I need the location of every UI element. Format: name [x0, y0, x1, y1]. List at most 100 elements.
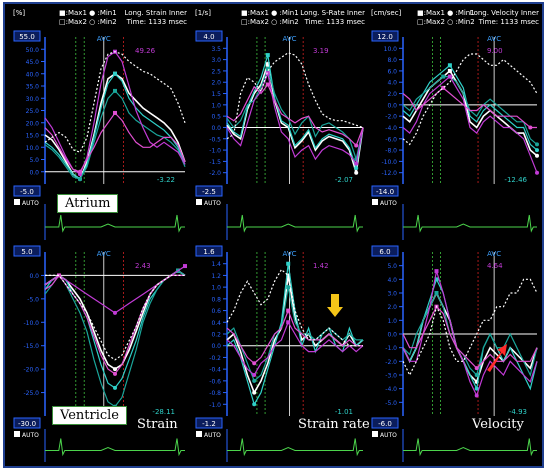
ymax-box — [195, 30, 223, 42]
avc-label: AVC — [487, 35, 501, 43]
y-tick-label: 1.0 — [387, 318, 397, 325]
y-tick-label: -2.0 — [385, 359, 397, 366]
auto-label: AUTO — [380, 200, 397, 207]
ymin-box — [371, 417, 399, 429]
y-tick-label: 0.0 — [387, 102, 397, 109]
auto-label: AUTO — [22, 432, 39, 439]
panel-vel-bot: 6.0 -6.0 AUTO 5.0 4.0 3.0 2.0 1.0 0.0 -1.0 -2.0 -3.… — [371, 245, 538, 462]
series-line-cyan — [226, 54, 364, 169]
annotation-max: 49.26 — [135, 47, 156, 55]
series-line-teal — [44, 90, 186, 180]
y-tick-label: 0.0 — [29, 169, 39, 176]
series-line-pink — [226, 308, 363, 365]
unit-label: [%] — [13, 9, 25, 17]
ecg-trace — [45, 438, 185, 457]
legend-line-1: ■:Max1 ● :Min1 — [417, 9, 475, 17]
min-marker — [474, 366, 479, 371]
panel-time: Time: 1133 msec — [304, 18, 366, 26]
y-tick-label: 0.0 — [29, 273, 39, 280]
y-tick-label: 5.0 — [29, 157, 39, 164]
max-marker — [434, 269, 439, 274]
series-line-white — [226, 60, 364, 173]
y-tick-label: 1.5 — [211, 91, 221, 98]
ymax-box — [13, 245, 41, 257]
auto-checkbox — [372, 199, 378, 205]
y-tick-label: -1.0 — [209, 402, 221, 409]
min-marker — [354, 166, 359, 171]
y-tick-label: 15.0 — [26, 133, 40, 140]
min-marker — [78, 169, 82, 174]
y-tick-label: 8.0 — [387, 57, 397, 64]
strain-caption: Strain — [137, 417, 178, 432]
annotation-min: -3.22 — [157, 176, 175, 184]
ymax-box — [195, 245, 223, 257]
max-marker — [286, 261, 291, 266]
ymax-label: 55.0 — [19, 33, 35, 41]
y-tick-label: 6.0 — [387, 68, 397, 75]
y-tick-label: 0.0 — [211, 125, 221, 132]
ymin-label: -14.0 — [376, 188, 394, 196]
legend-line-2: □:Max2 ○ :Min2 — [241, 18, 299, 26]
min-marker — [78, 177, 82, 182]
max-marker — [265, 71, 270, 76]
series-line-magenta — [402, 75, 538, 173]
min-marker — [535, 148, 539, 153]
max-marker — [434, 277, 439, 282]
annotation-max: 4.64 — [487, 262, 503, 270]
min-marker — [535, 153, 539, 158]
y-tick-label: 0.4 — [211, 320, 221, 327]
legend-line-1: ■:Max1 ● :Min1 — [59, 9, 117, 17]
yellow-arrow-icon — [327, 294, 343, 317]
series-line-teal — [226, 66, 364, 162]
max-marker — [183, 264, 187, 269]
y-tick-label: 10.0 — [384, 46, 398, 53]
series-line-teal — [402, 291, 538, 377]
max-marker — [286, 320, 291, 325]
avc-label: AVC — [487, 250, 501, 258]
y-tick-label: 0.6 — [211, 308, 221, 315]
y-tick-label: -1.0 — [209, 148, 221, 155]
y-tick-label: 30.0 — [26, 96, 40, 103]
red-arrow-icon — [487, 344, 507, 372]
y-tick-label: 4.0 — [387, 277, 397, 284]
max-marker — [265, 82, 270, 87]
y-tick-label: -6.0 — [385, 136, 397, 143]
panel-srate-bot: 1.6 -1.2 AUTO 1.4 1.2 1.0 0.8 0.6 0.4 0.2 0.0 -0.2 -… — [195, 245, 364, 462]
legend-line-1: ■:Max1 ● :Min1 — [241, 9, 299, 17]
y-tick-label: -0.8 — [209, 390, 221, 397]
legend-line-2: □:Max2 ○ :Min2 — [59, 18, 117, 26]
y-tick-label: 3.5 — [211, 46, 221, 53]
ymin-box — [13, 417, 41, 429]
min-marker — [354, 161, 359, 166]
max-marker — [434, 291, 439, 295]
y-tick-label: -1.5 — [209, 159, 221, 166]
annotation-min: -1.01 — [335, 408, 353, 416]
min-marker — [252, 402, 257, 407]
panel-title: Long. Strain Inner — [125, 9, 188, 17]
y-tick-label: -0.2 — [209, 355, 221, 362]
auto-checkbox — [14, 431, 20, 437]
annotation-min: -2.07 — [335, 176, 353, 184]
min-marker — [354, 143, 359, 148]
y-tick-label: -20.0 — [23, 367, 39, 374]
ymax-label: 4.0 — [203, 33, 214, 41]
annotation-min: -4.93 — [509, 408, 527, 416]
panel-strain-top: [%] ■:Max1 ● :Min1□:Max2 ○ :Min2 Long. Str… — [13, 9, 187, 240]
y-tick-label: 0.2 — [211, 332, 221, 339]
min-marker — [252, 390, 257, 395]
ymax-box — [13, 30, 41, 42]
ymin-box — [371, 185, 399, 197]
auto-label: AUTO — [204, 200, 221, 207]
unit-label: [1/s] — [195, 9, 211, 17]
series-line-dashed — [45, 274, 185, 361]
max-marker — [113, 110, 117, 115]
avc-label: AVC — [283, 35, 297, 43]
ymin-label: -6.0 — [378, 420, 392, 428]
max-marker — [265, 53, 270, 58]
series-line-dashed — [44, 51, 186, 153]
min-marker — [474, 373, 479, 377]
ventricle-label: Ventricle — [52, 406, 127, 425]
series-line-pink — [226, 83, 364, 147]
y-tick-label: -0.6 — [209, 378, 221, 385]
